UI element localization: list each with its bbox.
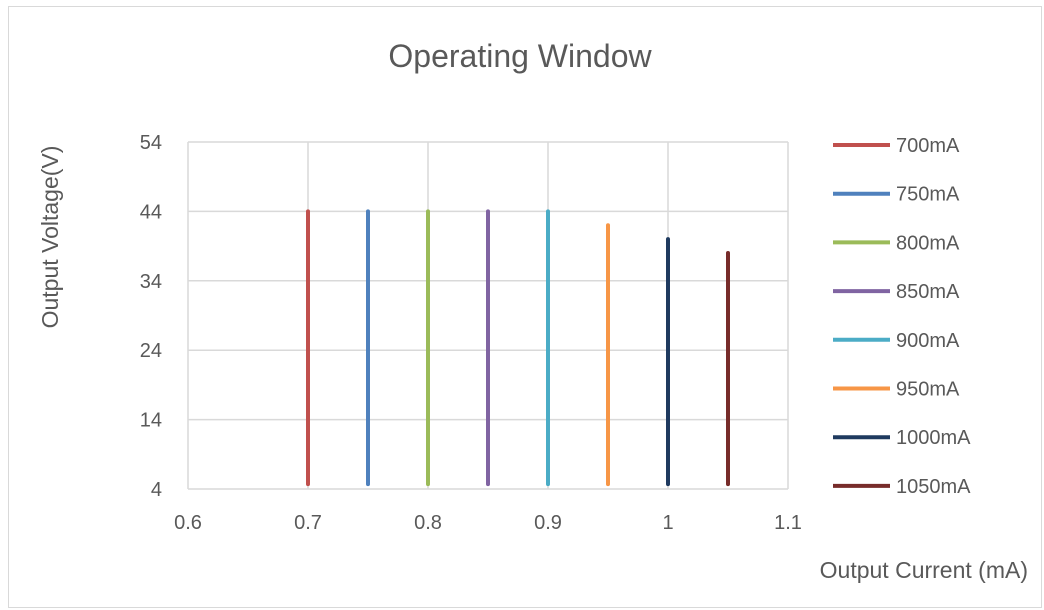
legend-label: 950mA [896, 379, 960, 401]
legend-label: 900mA [896, 330, 960, 352]
chart-frame [8, 6, 1042, 608]
tick-labels: 0.6 0.7 0.8 0.9 1 1.1 4 14 24 34 44 54 [140, 132, 802, 534]
legend-label: 1050mA [896, 476, 971, 498]
legend-label: 700mA [896, 135, 960, 157]
x-tick-label: 1 [662, 512, 673, 534]
legend-label: 750mA [896, 184, 960, 206]
chart-title: Operating Window [388, 38, 652, 74]
y-tick-label: 14 [140, 410, 162, 432]
series-group [306, 209, 730, 487]
x-tick-label: 0.9 [534, 512, 562, 534]
legend-label: 850mA [896, 281, 960, 303]
y-tick-label: 44 [140, 201, 162, 223]
x-tick-label: 0.8 [414, 512, 442, 534]
x-tick-label: 1.1 [774, 512, 802, 534]
y-tick-label: 24 [140, 340, 162, 362]
y-tick-label: 54 [140, 132, 162, 154]
legend-label: 800mA [896, 232, 960, 254]
x-tick-label: 0.6 [174, 512, 202, 534]
legend-label: 1000mA [896, 427, 971, 449]
y-tick-label: 34 [140, 271, 162, 293]
y-axis-label: Output Voltage(V) [37, 146, 63, 329]
x-tick-label: 0.7 [294, 512, 322, 534]
legend: 700mA 750mA 800mA 850mA 900mA 950mA 1000mA 1050… [833, 135, 971, 498]
x-axis-label: Output Current (mA) [820, 557, 1028, 583]
y-tick-label: 4 [151, 479, 162, 501]
